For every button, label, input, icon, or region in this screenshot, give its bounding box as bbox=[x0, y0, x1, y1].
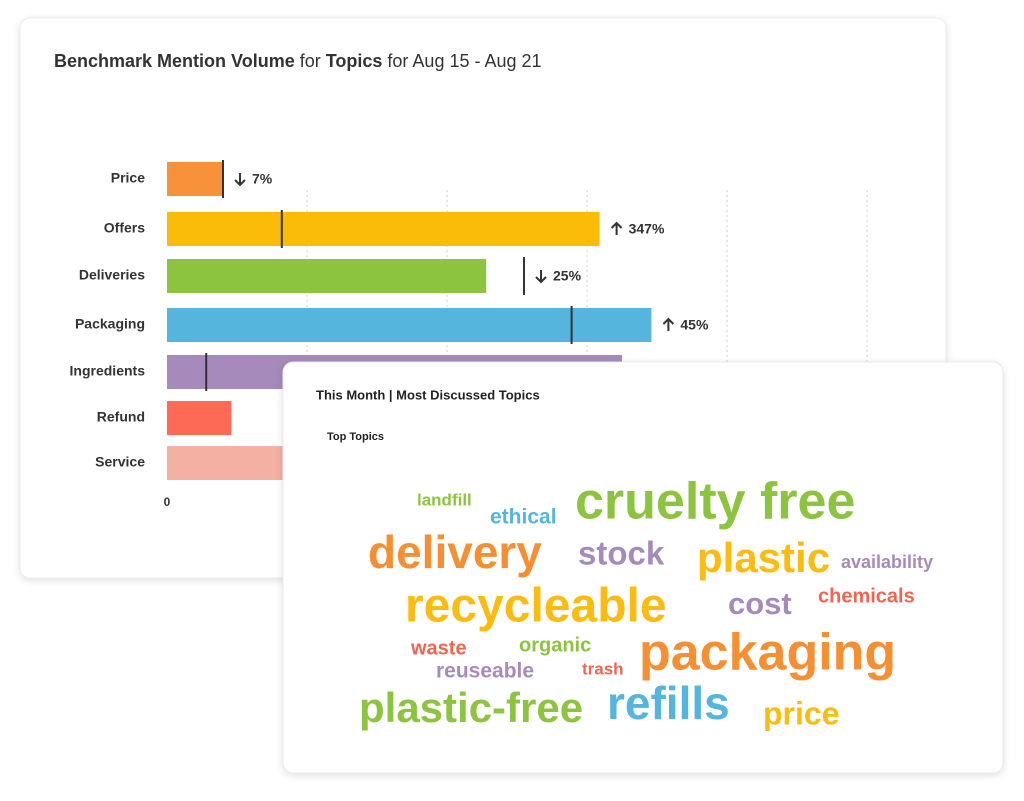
panel-subheader: Top Topics bbox=[327, 431, 384, 443]
cloud-word: cruelty free bbox=[575, 473, 855, 531]
cloud-word: plastic-free bbox=[359, 684, 583, 731]
category-label: Price bbox=[111, 170, 145, 186]
word-cloud-panel bbox=[282, 361, 1004, 774]
title-part: for bbox=[295, 51, 326, 71]
cloud-word: delivery bbox=[368, 526, 542, 578]
cloud-word: ethical bbox=[490, 506, 557, 529]
cloud-word: landfill bbox=[417, 490, 472, 509]
change-label: 347% bbox=[629, 221, 665, 237]
title-part: for Aug 15 - Aug 21 bbox=[382, 51, 541, 71]
cloud-word: recycleable bbox=[405, 580, 667, 633]
bar bbox=[167, 308, 652, 342]
cloud-word: refills bbox=[607, 677, 730, 729]
change-arrow bbox=[662, 317, 675, 331]
category-label: Deliveries bbox=[79, 267, 145, 283]
change-arrow bbox=[234, 173, 246, 187]
x-tick-label: 0 bbox=[164, 495, 171, 509]
bar bbox=[167, 259, 487, 293]
cloud-word: packaging bbox=[639, 624, 896, 682]
cloud-word: organic bbox=[519, 634, 591, 656]
cloud-word: stock bbox=[578, 535, 665, 572]
cloud-word: reuseable bbox=[436, 660, 534, 683]
panel-header: This Month | Most Discussed Topics bbox=[316, 387, 540, 402]
change-label: 45% bbox=[680, 317, 709, 333]
change-arrow bbox=[610, 221, 623, 235]
title-part: Benchmark Mention Volume bbox=[54, 51, 295, 71]
bar bbox=[167, 212, 600, 246]
cloud-word: chemicals bbox=[818, 585, 915, 607]
word-cloud: landfill ethical cruelty free delivery stock… bbox=[359, 473, 933, 732]
category-label: Ingredients bbox=[70, 363, 146, 379]
category-label: Refund bbox=[97, 409, 145, 425]
category-label: Service bbox=[95, 454, 145, 470]
change-label: 7% bbox=[252, 171, 273, 187]
cloud-word: price bbox=[763, 695, 839, 731]
cloud-word: trash bbox=[582, 659, 624, 678]
chart-title: Benchmark Mention Volume for Topics for … bbox=[54, 51, 542, 71]
cloud-word: plastic bbox=[697, 534, 830, 581]
change-label: 25% bbox=[553, 268, 582, 284]
bar bbox=[167, 446, 293, 480]
change-arrow bbox=[535, 270, 547, 284]
cloud-word: availability bbox=[841, 552, 933, 572]
cloud-word: waste bbox=[410, 637, 467, 659]
title-part: Topics bbox=[326, 51, 383, 71]
category-label: Packaging bbox=[75, 316, 145, 332]
cloud-word: cost bbox=[728, 586, 792, 621]
bar bbox=[167, 162, 223, 196]
category-label: Offers bbox=[104, 220, 145, 236]
bar bbox=[167, 401, 232, 435]
